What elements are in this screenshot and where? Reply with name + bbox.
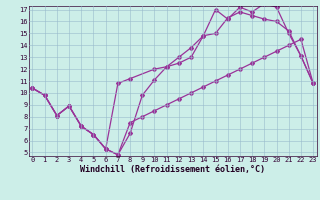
X-axis label: Windchill (Refroidissement éolien,°C): Windchill (Refroidissement éolien,°C) (80, 165, 265, 174)
